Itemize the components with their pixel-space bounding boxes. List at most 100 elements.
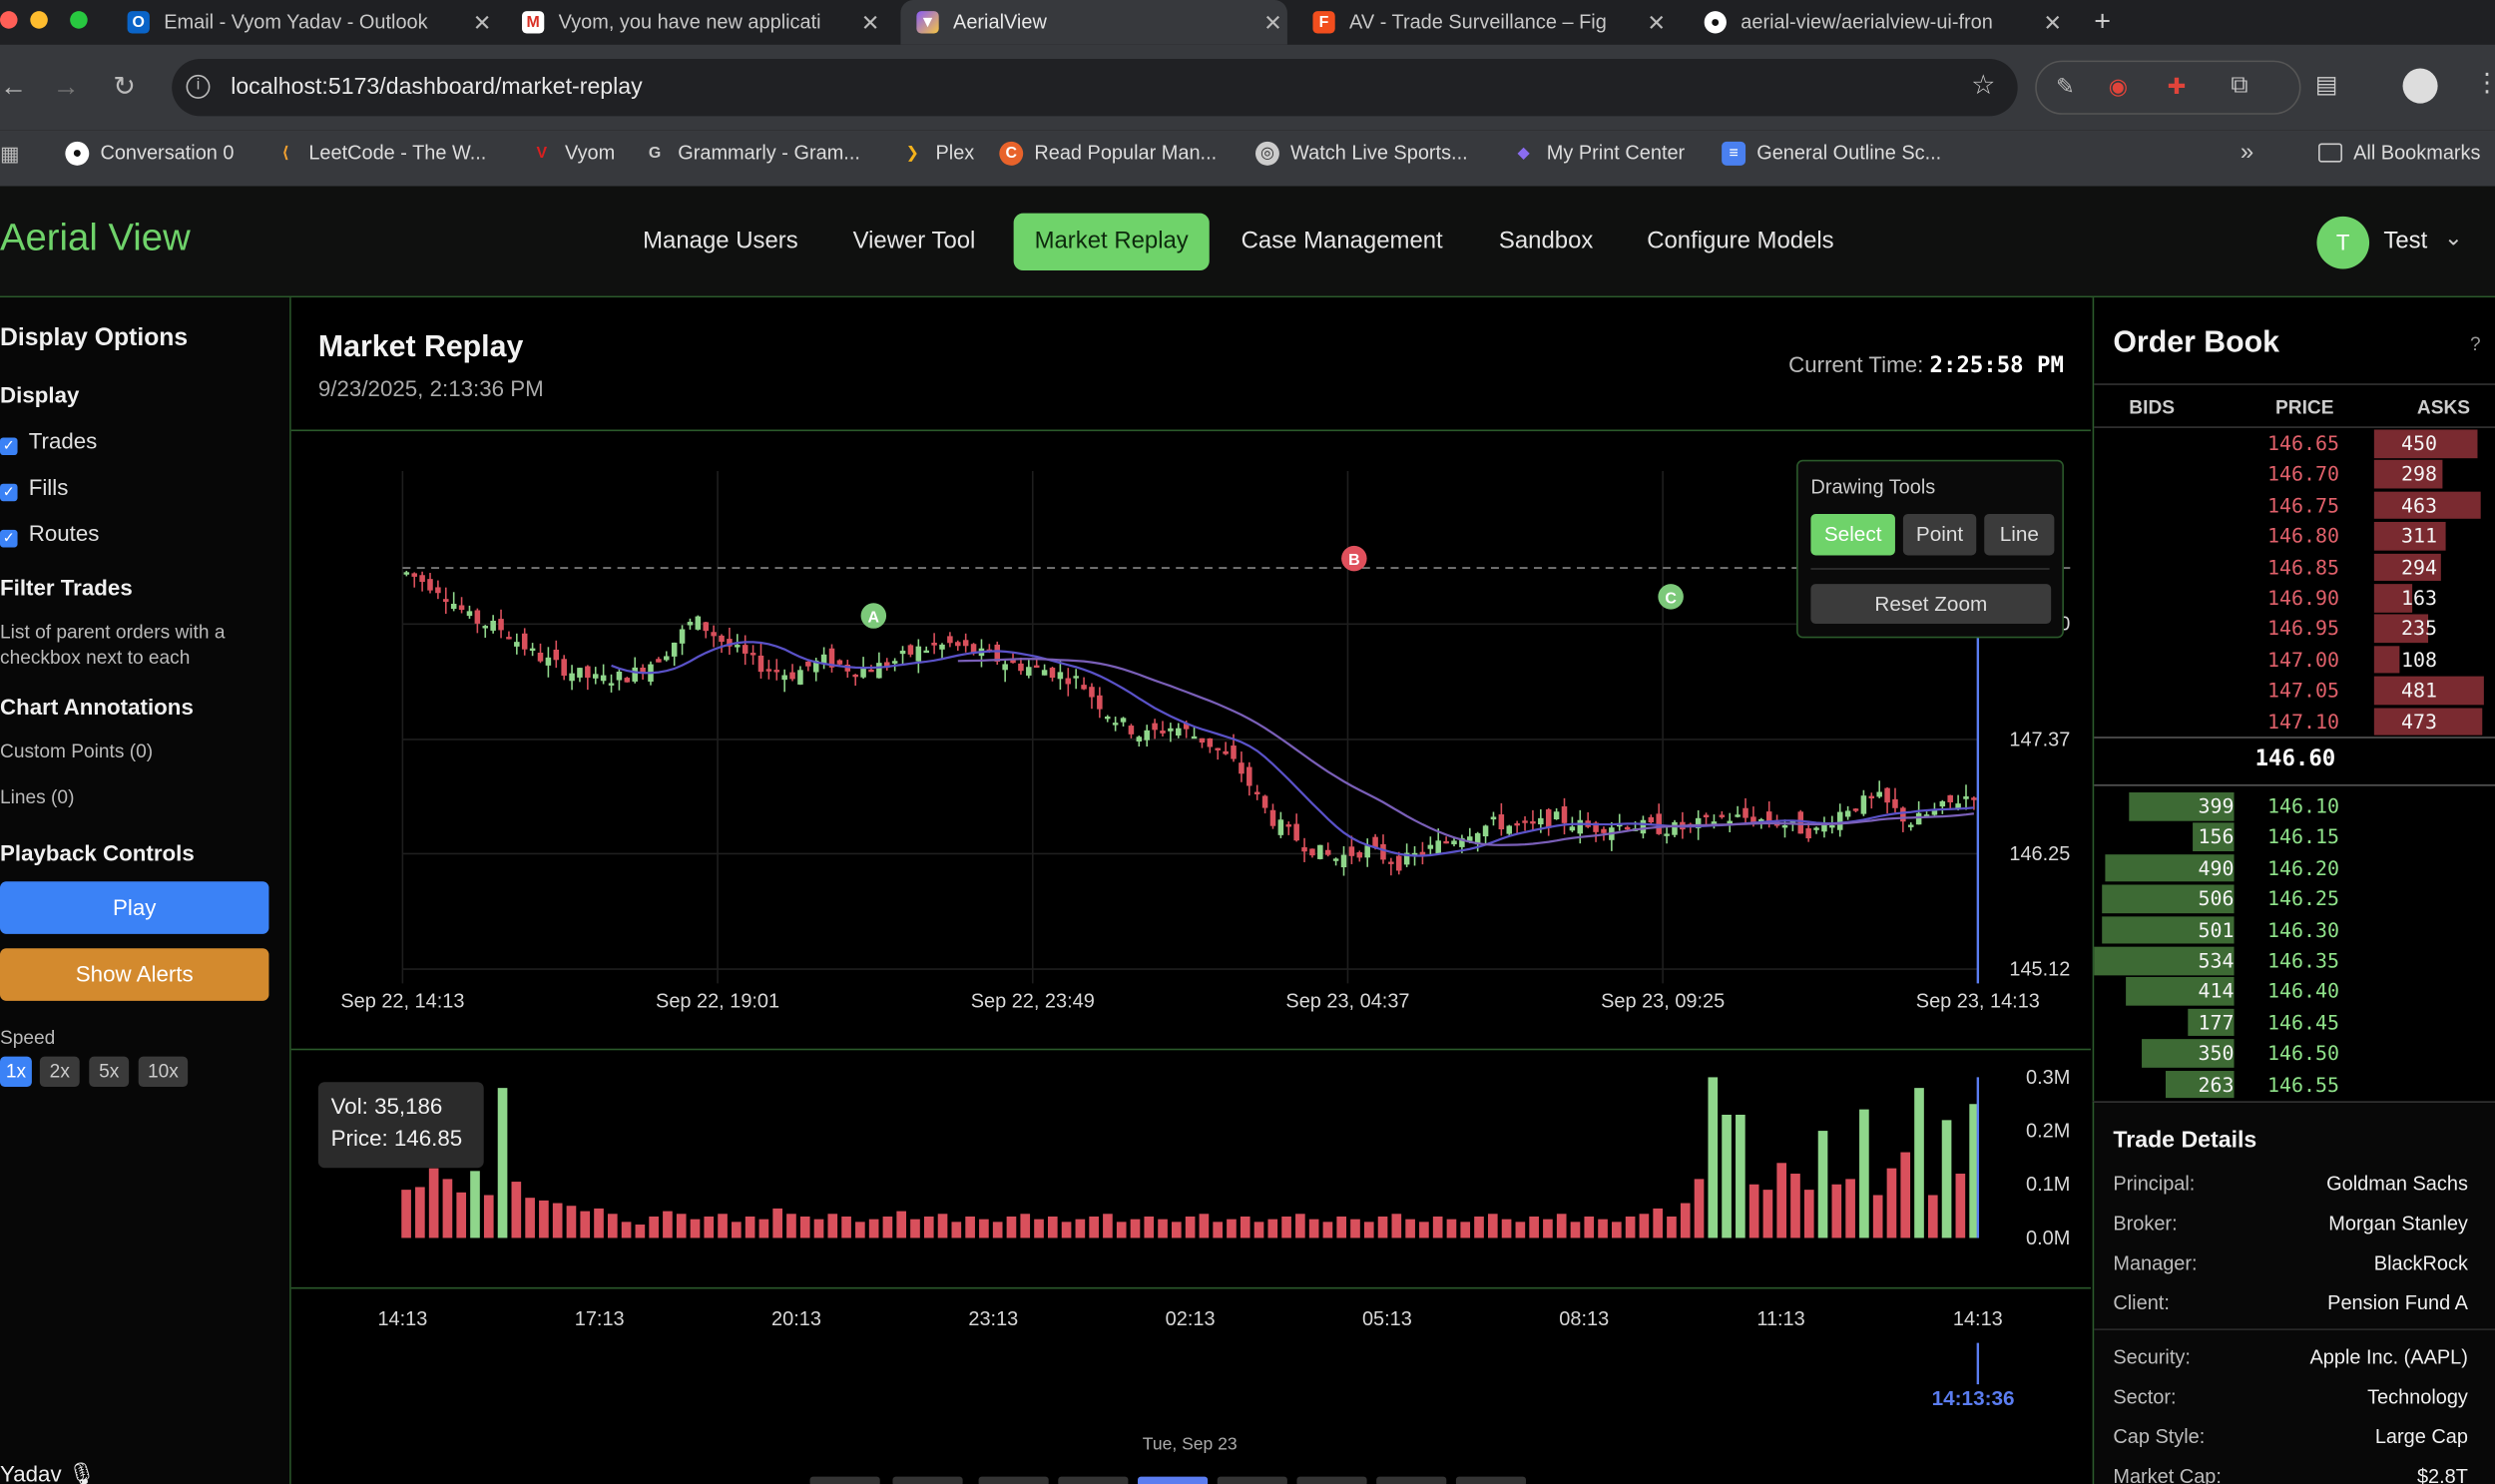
play-button[interactable]: Play xyxy=(0,881,269,934)
select-tool-button[interactable]: Select xyxy=(1810,513,1895,556)
volume-chart[interactable]: 0.3M 0.2M 0.1M 0.0M xyxy=(291,1050,2091,1288)
bid-row[interactable]: 156 146.15 xyxy=(2094,821,2495,852)
bid-row[interactable]: 414 146.40 xyxy=(2094,976,2495,1007)
new-tab-button[interactable]: + xyxy=(2094,4,2111,37)
candle-up xyxy=(1277,819,1284,835)
show-alerts-button[interactable]: Show Alerts xyxy=(0,948,269,1001)
bookmark-item[interactable]: ◎ Watch Live Sports... xyxy=(1254,131,1468,176)
bid-row[interactable]: 501 146.30 xyxy=(2094,914,2495,945)
forward-icon[interactable]: → xyxy=(52,71,80,103)
side-panel-icon[interactable]: ▤ xyxy=(2314,71,2338,99)
profile-avatar[interactable] xyxy=(2402,68,2438,104)
speed-10x-button[interactable]: 10x xyxy=(138,1056,189,1087)
bid-row[interactable]: 490 146.20 xyxy=(2094,852,2495,883)
tp-extension-icon[interactable]: ✚ xyxy=(2167,73,2187,99)
user-name[interactable]: Test xyxy=(2383,227,2428,255)
shield-extension-icon[interactable]: ◉ xyxy=(2108,73,2129,99)
site-info-icon[interactable]: i xyxy=(186,74,211,99)
speed-5x-button[interactable]: 5x xyxy=(89,1056,130,1087)
bid-row[interactable]: 177 146.45 xyxy=(2094,1007,2495,1038)
ask-row[interactable]: 147.10 473 xyxy=(2094,706,2495,737)
timeline-tick-label: 17:13 xyxy=(575,1308,625,1330)
browser-tab-aerialview[interactable]: ▼ AerialView ✕ xyxy=(900,0,1287,45)
browser-tab-github[interactable]: ● aerial-view/aerialview-ui-fron ✕ xyxy=(1704,0,2068,45)
ask-price: 147.00 xyxy=(2267,647,2340,672)
nav-configure-models[interactable]: Configure Models xyxy=(1647,227,1834,255)
ask-row[interactable]: 147.05 481 xyxy=(2094,675,2495,706)
browser-menu-icon[interactable]: ⋮ xyxy=(2474,67,2495,99)
chevron-down-icon[interactable]: ⌄ xyxy=(2443,224,2463,250)
ask-row[interactable]: 146.65 450 xyxy=(2094,428,2495,459)
bid-row[interactable]: 534 146.35 xyxy=(2094,945,2495,976)
speed-1x-button[interactable]: 1x xyxy=(0,1056,32,1087)
nav-market-replay[interactable]: Market Replay xyxy=(1013,213,1210,271)
nav-sandbox[interactable]: Sandbox xyxy=(1498,227,1594,255)
bookmark-item[interactable]: ⟨ LeetCode - The W... xyxy=(273,131,487,176)
lines-count: Lines (0) xyxy=(0,785,75,808)
close-tab-icon[interactable]: ✕ xyxy=(1263,8,1282,35)
bookmark-star-icon[interactable]: ☆ xyxy=(1971,70,1996,101)
window-maximize-button[interactable] xyxy=(70,11,88,29)
timeline-segment xyxy=(978,1476,1049,1484)
fills-checkbox[interactable]: ✓ Fills xyxy=(0,474,68,502)
eyedropper-extension-icon[interactable]: ✎ xyxy=(2055,73,2075,99)
bid-row[interactable]: 506 146.25 xyxy=(2094,883,2495,914)
help-icon[interactable]: ? xyxy=(2470,332,2481,355)
routes-checkbox[interactable]: ✓ Routes xyxy=(0,520,99,548)
bookmark-item[interactable]: ◆ My Print Center xyxy=(1512,131,1685,176)
apps-grid-icon[interactable]: ▦ xyxy=(0,141,20,166)
line-tool-button[interactable]: Line xyxy=(1984,513,2055,556)
point-tool-button[interactable]: Point xyxy=(1902,513,1977,556)
puzzle-extensions-icon[interactable]: ⧉ xyxy=(2231,71,2248,99)
reset-zoom-button[interactable]: Reset Zoom xyxy=(1810,584,2052,625)
ask-row[interactable]: 146.70 298 xyxy=(2094,459,2495,490)
ask-size: 108 xyxy=(2400,647,2437,672)
bid-row[interactable]: 350 146.50 xyxy=(2094,1038,2495,1069)
window-close-button[interactable] xyxy=(0,11,18,29)
ask-row[interactable]: 146.80 311 xyxy=(2094,521,2495,552)
nav-viewer-tool[interactable]: Viewer Tool xyxy=(852,227,976,255)
browser-tab-outlook[interactable]: O Email - Vyom Yadav - Outlook ✕ xyxy=(127,0,497,45)
bookmark-item[interactable]: V Vyom xyxy=(530,131,616,176)
close-tab-icon[interactable]: ✕ xyxy=(1647,8,1667,35)
candle-up xyxy=(679,629,686,644)
window-minimize-button[interactable] xyxy=(30,11,48,29)
volume-bar-down xyxy=(1158,1219,1168,1238)
bookmark-item[interactable]: C Read Popular Man... xyxy=(999,131,1217,176)
bid-row[interactable]: 399 146.10 xyxy=(2094,790,2495,821)
brand-logo[interactable]: Aerial View xyxy=(0,216,191,259)
playback-timeline[interactable]: 14:13 17:13 20:13 23:13 02:13 05:13 08:13 11:13… xyxy=(291,1288,2091,1484)
browser-tab-gmail[interactable]: M Vyom, you have new applicati ✕ xyxy=(521,0,885,45)
timeline-scale[interactable]: 14:13 17:13 20:13 23:13 02:13 05:13 08:13 11:13… xyxy=(291,1288,2091,1484)
bookmark-item[interactable]: ≡ General Outline Sc... xyxy=(1722,131,1941,176)
address-bar[interactable]: i localhost:5173/dashboard/market-replay… xyxy=(172,58,2018,117)
ask-row[interactable]: 147.00 108 xyxy=(2094,644,2495,675)
back-icon[interactable]: ← xyxy=(0,71,28,103)
nav-manage-users[interactable]: Manage Users xyxy=(643,227,798,255)
ask-row[interactable]: 146.85 294 xyxy=(2094,552,2495,583)
timeline-segment xyxy=(1217,1476,1287,1484)
bookmark-item[interactable]: ● Conversation 0 xyxy=(65,131,235,176)
volume-bar-down xyxy=(415,1187,425,1238)
ask-row[interactable]: 146.95 235 xyxy=(2094,613,2495,644)
close-tab-icon[interactable]: ✕ xyxy=(472,8,492,35)
url-text[interactable]: localhost:5173/dashboard/market-replay xyxy=(231,74,643,101)
all-bookmarks-button[interactable]: All Bookmarks xyxy=(2318,131,2480,176)
ask-row[interactable]: 146.75 463 xyxy=(2094,490,2495,521)
browser-tab-figma[interactable]: F AV - Trade Surveillance – Fig ✕ xyxy=(1312,0,1671,45)
bookmark-item[interactable]: ❯ Plex xyxy=(900,131,975,176)
close-tab-icon[interactable]: ✕ xyxy=(860,8,880,35)
candle-down xyxy=(994,644,1001,663)
close-tab-icon[interactable]: ✕ xyxy=(2043,8,2063,35)
nav-case-management[interactable]: Case Management xyxy=(1241,227,1443,255)
bookmark-item[interactable]: G Grammarly - Gram... xyxy=(643,131,860,176)
ask-row[interactable]: 146.90 163 xyxy=(2094,583,2495,614)
reload-icon[interactable]: ↻ xyxy=(113,71,136,103)
user-avatar[interactable]: T xyxy=(2316,216,2370,269)
bid-row[interactable]: 263 146.55 xyxy=(2094,1069,2495,1100)
candle-down xyxy=(836,660,843,665)
speed-2x-button[interactable]: 2x xyxy=(39,1056,80,1087)
more-bookmarks-icon[interactable]: » xyxy=(2240,138,2254,166)
ask-depth-bar xyxy=(2373,522,2446,551)
trades-checkbox[interactable]: ✓ Trades xyxy=(0,428,97,455)
